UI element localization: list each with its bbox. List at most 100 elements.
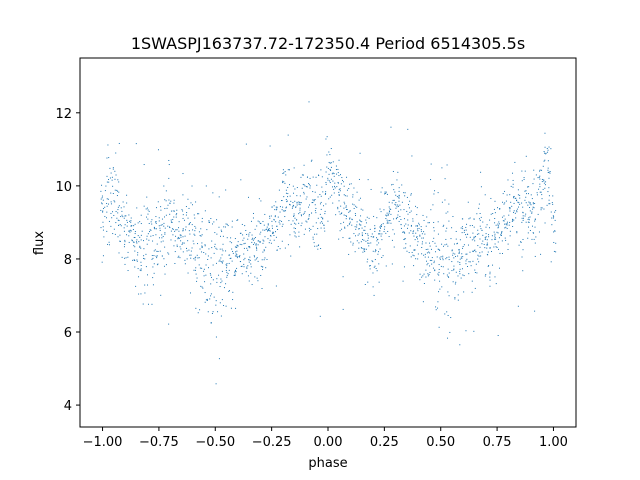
data-point bbox=[161, 255, 163, 257]
data-point bbox=[311, 212, 313, 214]
data-point bbox=[130, 225, 132, 227]
data-point bbox=[149, 229, 151, 231]
data-point bbox=[173, 199, 175, 201]
data-point bbox=[275, 285, 277, 287]
data-point bbox=[429, 271, 431, 273]
data-point bbox=[540, 209, 542, 211]
data-point bbox=[539, 183, 541, 185]
data-point bbox=[152, 277, 154, 279]
data-point bbox=[234, 246, 236, 248]
data-point bbox=[453, 257, 455, 259]
data-point bbox=[552, 195, 554, 197]
data-point bbox=[525, 202, 527, 204]
data-point bbox=[256, 225, 258, 227]
data-point bbox=[108, 203, 110, 205]
data-point bbox=[435, 251, 437, 253]
data-point bbox=[539, 169, 541, 171]
data-point bbox=[227, 225, 229, 227]
data-point bbox=[468, 261, 470, 263]
data-point bbox=[367, 239, 369, 241]
data-point bbox=[239, 243, 241, 245]
data-point bbox=[533, 207, 535, 209]
data-point bbox=[427, 262, 429, 264]
data-point bbox=[550, 261, 552, 263]
data-point bbox=[170, 239, 172, 241]
data-point bbox=[160, 294, 162, 296]
data-point bbox=[330, 169, 332, 171]
data-point bbox=[353, 207, 355, 209]
data-point bbox=[415, 232, 417, 234]
data-point bbox=[143, 164, 145, 166]
data-point bbox=[220, 235, 221, 237]
data-point bbox=[506, 228, 508, 230]
data-point bbox=[198, 231, 200, 233]
data-point bbox=[481, 243, 483, 245]
data-point bbox=[421, 276, 423, 278]
data-point bbox=[337, 206, 339, 208]
data-point bbox=[244, 257, 246, 259]
data-point bbox=[521, 217, 523, 219]
data-point bbox=[401, 184, 403, 186]
data-point bbox=[123, 217, 125, 219]
data-point bbox=[539, 186, 541, 188]
data-point bbox=[126, 221, 128, 223]
data-point bbox=[106, 205, 108, 207]
data-point bbox=[403, 218, 405, 220]
data-point bbox=[332, 186, 334, 188]
data-point bbox=[344, 195, 346, 197]
data-point bbox=[341, 177, 343, 179]
data-point bbox=[189, 233, 191, 235]
data-point bbox=[192, 229, 194, 231]
data-point bbox=[124, 239, 126, 241]
data-point bbox=[189, 222, 191, 224]
data-point bbox=[119, 240, 121, 242]
data-point bbox=[322, 218, 324, 220]
data-point bbox=[198, 213, 200, 215]
data-point bbox=[361, 247, 363, 249]
data-point bbox=[516, 211, 518, 213]
chart-title: 1SWASPJ163737.72-172350.4 Period 6514305… bbox=[131, 34, 525, 53]
data-point bbox=[332, 202, 334, 204]
data-point bbox=[227, 273, 229, 275]
data-point bbox=[330, 162, 332, 164]
data-point bbox=[493, 208, 495, 210]
data-point bbox=[391, 184, 393, 186]
data-point bbox=[437, 273, 439, 275]
data-point bbox=[313, 199, 315, 201]
data-point bbox=[430, 248, 432, 250]
data-point bbox=[516, 200, 518, 202]
data-point bbox=[298, 213, 300, 215]
data-point bbox=[339, 213, 341, 215]
data-point bbox=[369, 265, 371, 267]
data-point bbox=[523, 177, 525, 179]
data-point bbox=[458, 249, 460, 251]
data-point bbox=[273, 205, 275, 207]
data-point bbox=[267, 230, 269, 232]
data-point bbox=[260, 265, 262, 267]
data-point bbox=[405, 247, 407, 249]
data-point bbox=[543, 152, 545, 154]
data-point bbox=[494, 276, 496, 278]
data-point bbox=[228, 290, 230, 292]
data-point bbox=[434, 242, 436, 244]
data-point bbox=[256, 257, 258, 259]
data-point bbox=[170, 210, 172, 212]
data-point bbox=[245, 271, 247, 273]
data-point bbox=[206, 229, 208, 231]
data-point bbox=[270, 215, 272, 217]
data-point bbox=[357, 234, 359, 236]
data-point bbox=[435, 309, 437, 311]
data-point bbox=[317, 244, 319, 246]
data-point bbox=[294, 235, 296, 237]
data-point bbox=[383, 228, 385, 230]
data-point bbox=[216, 219, 218, 221]
data-point bbox=[226, 276, 228, 278]
data-point bbox=[462, 247, 464, 249]
data-point bbox=[262, 229, 264, 231]
data-point bbox=[533, 238, 535, 240]
data-point bbox=[146, 238, 148, 240]
data-point bbox=[388, 201, 390, 203]
data-point bbox=[510, 185, 512, 187]
data-point bbox=[433, 262, 435, 264]
data-point bbox=[490, 197, 492, 199]
